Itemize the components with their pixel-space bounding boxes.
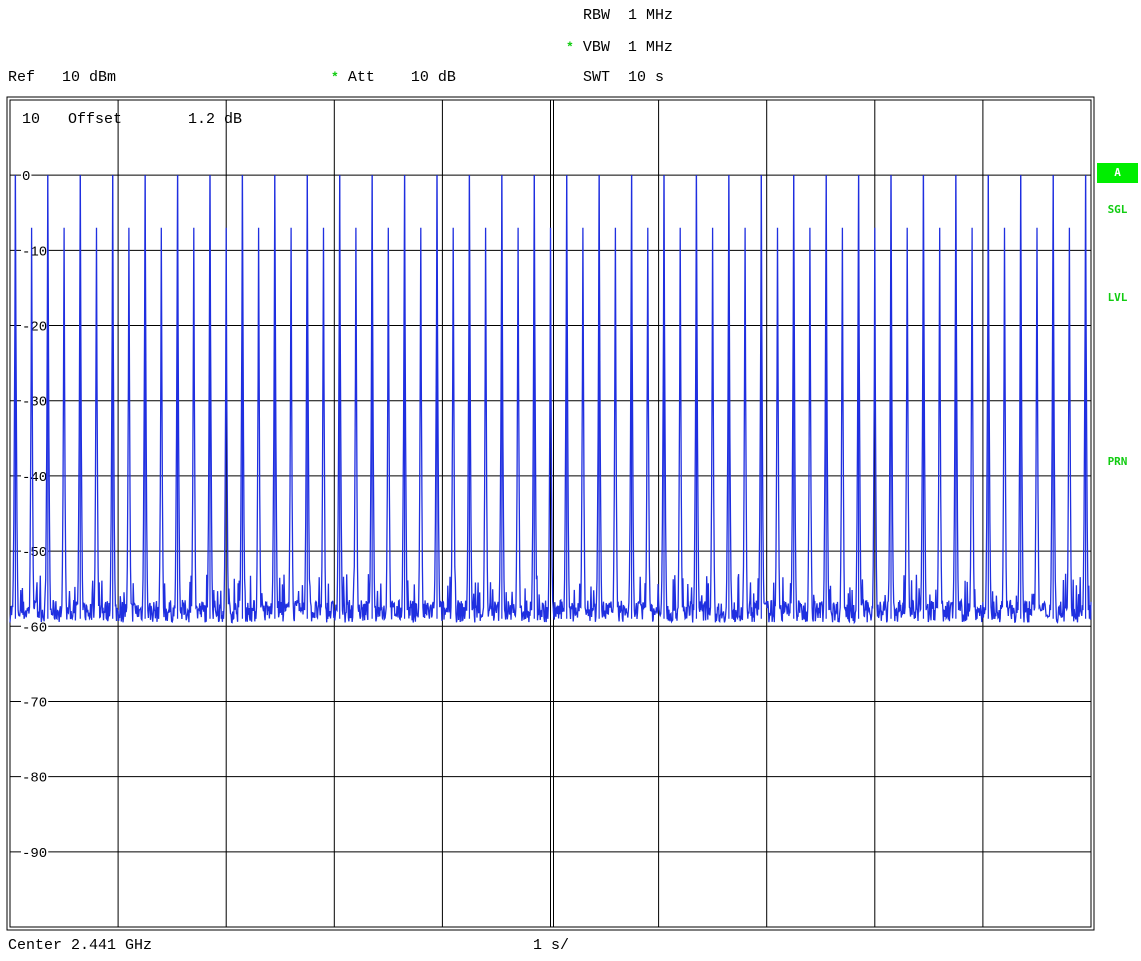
rbw-readout: RBW 1 MHz (583, 7, 673, 25)
sgl-indicator: SGL (1107, 203, 1128, 216)
ref-label: Ref (8, 69, 36, 86)
y-tick-label-bg (21, 545, 49, 562)
y-tick-label-bg (21, 620, 49, 637)
lvl-indicator: LVL (1107, 291, 1128, 304)
y-tick-label-bg (21, 394, 49, 411)
y-tick-label: -70 (22, 695, 47, 711)
ref-level-readout: Ref 10 dBm (8, 69, 116, 87)
y-tick-labels: 0 -10 -20 -30 -40 -50 -60 -70 -80 -90 (21, 169, 49, 862)
swt-value: 10 s (628, 69, 665, 86)
y-tick-label: -90 (22, 846, 47, 862)
trace-line (9, 175, 1092, 625)
ref-value: 10 dBm (62, 69, 117, 86)
trace-group (9, 175, 1092, 625)
y-tick-label: -80 (22, 771, 47, 787)
center-frequency: Center 2.441 GHz (8, 937, 153, 954)
att-modified-marker: * (331, 70, 339, 85)
vbw-readout: * VBW 1 MHz (566, 39, 673, 57)
y-tick-label: -10 (22, 244, 47, 260)
y-tick-label-bg (21, 469, 49, 486)
offset-label: Offset (68, 111, 122, 128)
y-tick-label-bg (21, 319, 49, 336)
trace-a-badge[interactable]: A (1097, 163, 1138, 183)
plot-frame-outer (6, 96, 1095, 931)
time-per-division: 1 s/ (533, 937, 570, 954)
vbw-value: 1 MHz (627, 39, 673, 56)
attenuation-readout: * Att 10 dB (331, 69, 456, 87)
y-tick-label: 0 (22, 169, 30, 185)
vbw-modified-marker: * (566, 40, 574, 55)
y-tick-label: -20 (22, 320, 47, 336)
top-ref-label: 10 (22, 111, 40, 128)
att-value: 10 dB (410, 69, 456, 86)
swt-readout: SWT 10 s (583, 69, 664, 87)
y-tick-label-bg (21, 169, 32, 186)
y-tick-label-bg (21, 244, 49, 261)
swt-label: SWT (583, 69, 611, 86)
prn-indicator: PRN (1107, 455, 1128, 468)
y-tick-label-bg (21, 770, 49, 787)
offset-value: 1.2 dB (188, 111, 242, 128)
att-label: Att (347, 69, 375, 86)
y-tick-label-bg (21, 845, 49, 862)
y-tick-label-bg (21, 695, 49, 712)
y-tick-label: -30 (22, 395, 47, 411)
rbw-value: 1 MHz (628, 7, 674, 24)
y-tick-label: -40 (22, 470, 47, 486)
rbw-label: RBW (583, 7, 611, 24)
y-tick-label: -50 (22, 545, 47, 561)
y-tick-label: -60 (22, 620, 47, 636)
vbw-label: VBW (582, 39, 610, 56)
grid-lines (10, 100, 1091, 927)
